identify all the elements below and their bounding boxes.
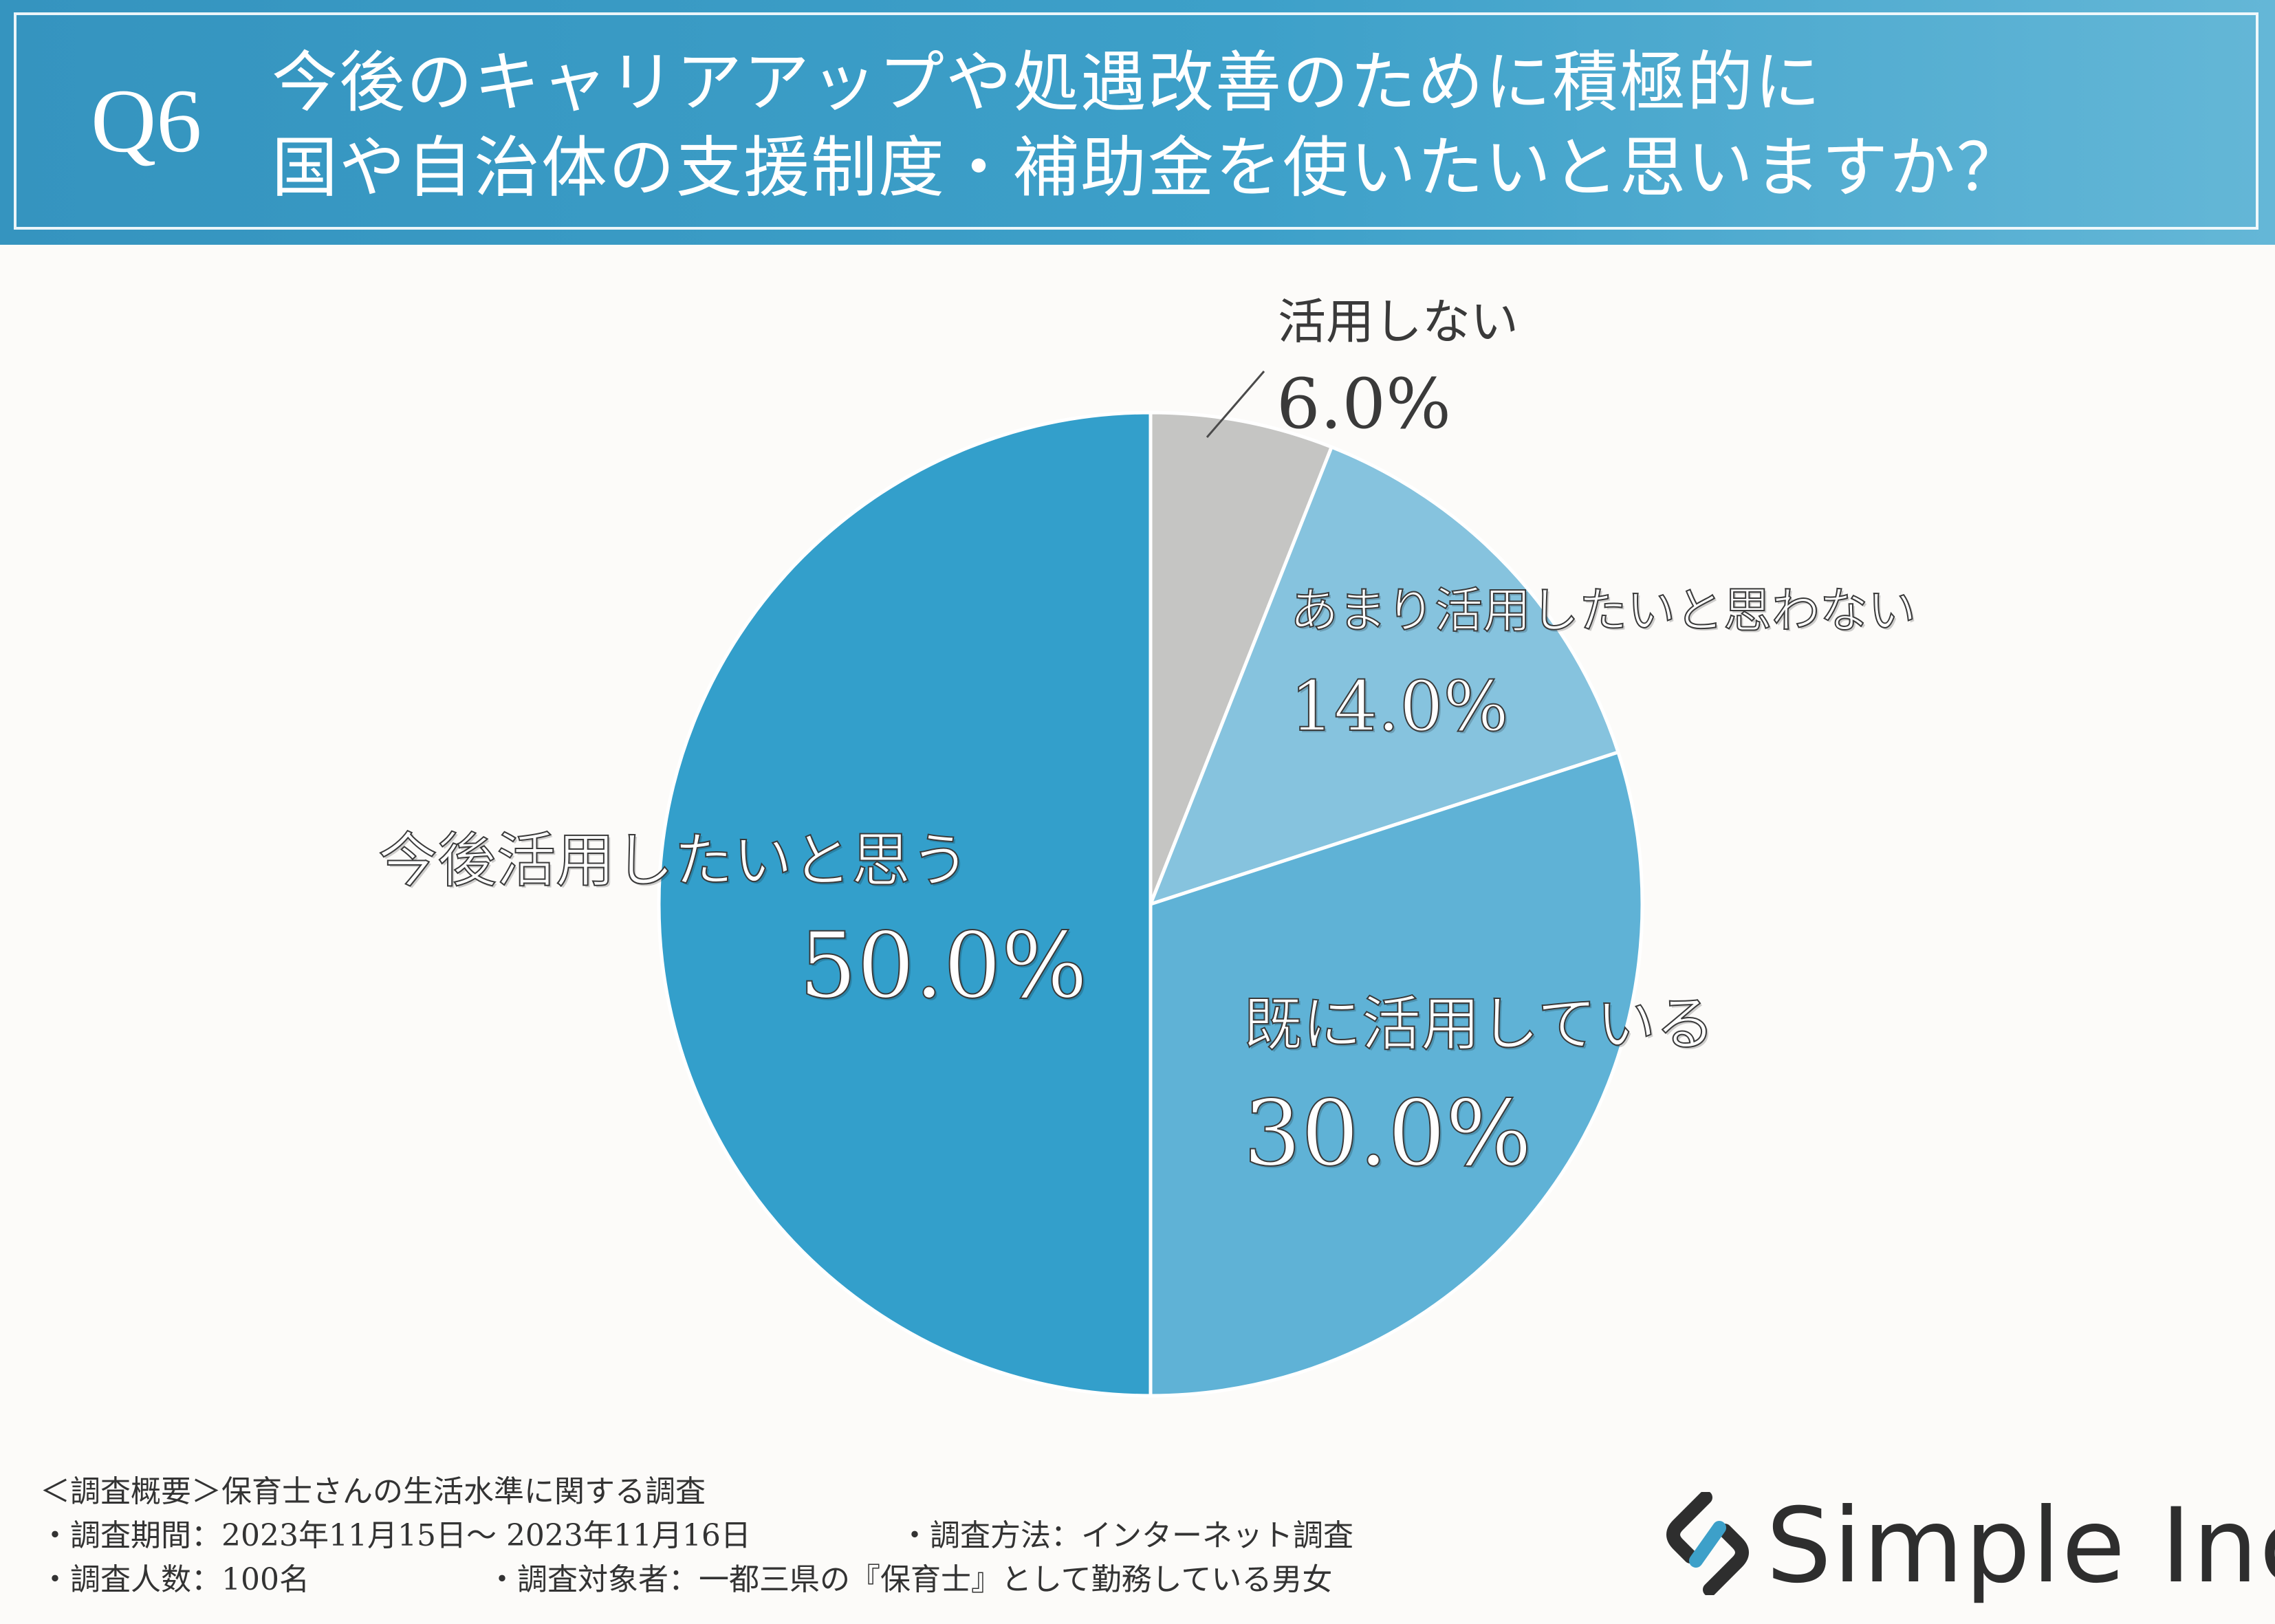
- survey-count: ・調査人数：100名: [40, 1562, 309, 1597]
- survey-summary-title: ＜調査概要＞保育士さんの生活水準に関する調査: [40, 1474, 706, 1509]
- slice-label-will-use: 今後活用したいと思う: [378, 826, 970, 896]
- slice-pct-will-use: 50.0%: [798, 913, 1088, 1019]
- slice-pct-already-use: 30.0%: [1243, 1081, 1532, 1187]
- question-title-line-2: 国や自治体の支援制度・補助金を使いたいと思いますか？: [272, 129, 2024, 206]
- pie-slice-already-use: [1149, 749, 1644, 1398]
- simple-inc-logo-icon: [1666, 1492, 1749, 1595]
- company-logo: Simple Inc.: [1663, 1491, 2275, 1601]
- pie-slice-will-use: [657, 410, 1153, 1398]
- question-title: 今後のキャリアアップや処遇改善のために積極的に 国や自治体の支援制度・補助金を使…: [272, 40, 2024, 210]
- pie-slice-not-use: [1149, 410, 1334, 905]
- slice-label-already-use: 既に活用している: [1243, 989, 1715, 1060]
- survey-method: ・調査方法：インターネット調査: [900, 1518, 1353, 1553]
- question-title-line-1: 今後のキャリアアップや処遇改善のために積極的に: [272, 44, 1822, 121]
- survey-target: ・調査対象者：一都三県の『保育士』として勤務している男女: [487, 1562, 1333, 1597]
- header-banner: Q6 今後のキャリアアップや処遇改善のために積極的に 国や自治体の支援制度・補助…: [0, 0, 2275, 245]
- slice-pct-not-use: 6.0%: [1276, 364, 1452, 444]
- header-frame: [14, 12, 2258, 230]
- slice-label-rarely-use: あまり活用したいと思わない: [1289, 582, 1917, 639]
- slice-pct-rarely-use: 14.0%: [1289, 666, 1510, 747]
- survey-period: ・調査期間：2023年11月15日～ 2023年11月16日: [40, 1518, 751, 1553]
- slice-label-not-use: 活用しない: [1278, 294, 1519, 350]
- question-number: Q6: [91, 70, 202, 171]
- leader-line-not-use: [1206, 371, 1265, 438]
- logo-text: Simple Inc.: [1766, 1486, 2275, 1606]
